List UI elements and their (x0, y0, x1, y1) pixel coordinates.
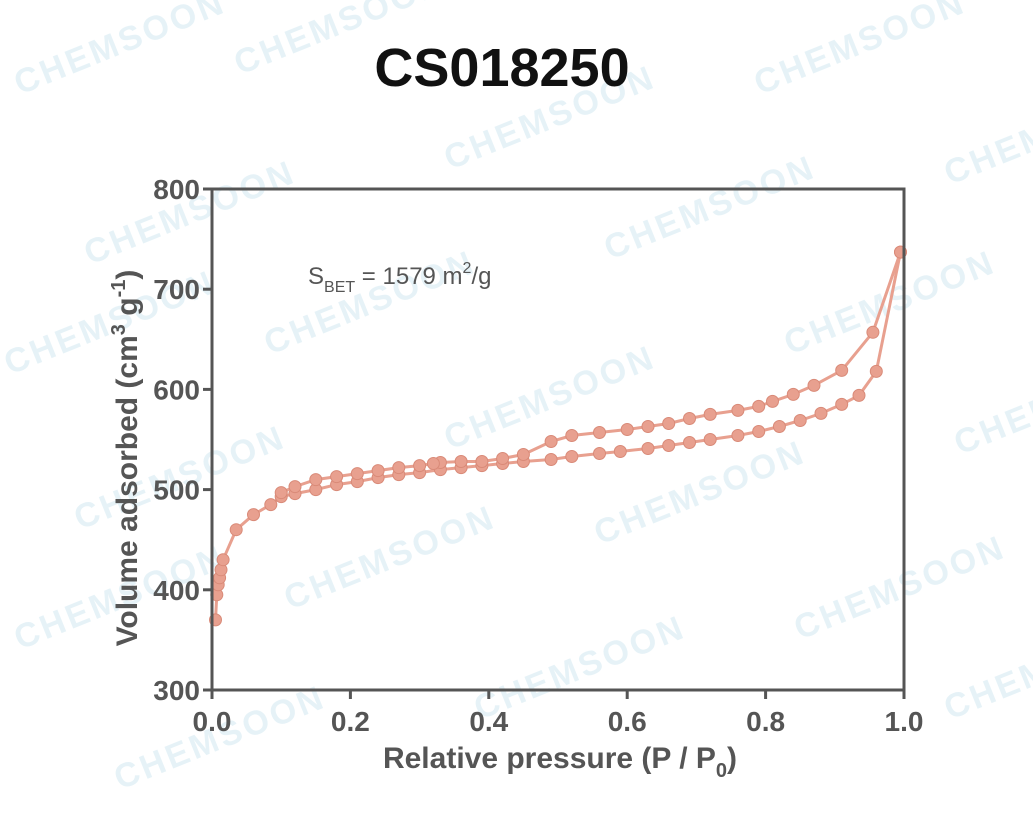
watermark-text: CHEMSOON (789, 528, 1011, 647)
x-tick-label: 0.2 (331, 706, 370, 737)
series-1-point (662, 439, 676, 452)
watermark-text: CHEMSOON (259, 243, 481, 362)
series-1-point (835, 397, 849, 411)
series-2-point (274, 486, 288, 500)
y-tick-label: 600 (153, 374, 200, 405)
series-2-point (662, 417, 676, 430)
watermark-text: CHEMSOON (79, 153, 301, 272)
x-axis-label-end: ) (727, 742, 737, 775)
series-1-point (593, 447, 606, 460)
x-axis-label-main: Relative pressure (P / P (383, 742, 716, 775)
series-2-point (330, 470, 344, 484)
series-2-point (350, 467, 364, 481)
series-2-point (496, 452, 510, 465)
series-2-point (593, 426, 606, 439)
x-tick-label: 0.4 (469, 706, 508, 737)
series-1-point (814, 406, 828, 420)
bet-body: = 1579 m (355, 263, 462, 290)
bet-superscript: 2 (463, 260, 472, 277)
y-axis-label-sup1: 3 (108, 324, 130, 335)
series-1-point (247, 508, 260, 522)
series-1-point (613, 445, 627, 458)
x-tick-label: 1.0 (885, 706, 924, 737)
series-2-point (835, 363, 849, 377)
series-2-point (731, 403, 745, 417)
y-tick-label: 300 (153, 675, 200, 706)
bet-annotation: SBET = 1579 m2/g (308, 260, 491, 296)
series-1-point (683, 436, 696, 449)
x-axis-label-sub: 0 (716, 760, 727, 782)
series-1-point (264, 498, 278, 512)
y-axis-label: Volume adsorbed (cm3 g-1) (108, 270, 144, 647)
series-1-point (641, 442, 655, 455)
bet-subscript: BET (324, 279, 355, 296)
series-layer (209, 245, 907, 627)
y-tick-label: 700 (153, 274, 200, 305)
series-2-point (454, 455, 468, 468)
series-2-point (620, 423, 634, 436)
x-tick-label: 0.8 (746, 706, 785, 737)
series-1-point (565, 450, 579, 463)
series-1-point (703, 433, 717, 446)
series-1-point (793, 414, 807, 427)
y-axis-label-c: ) (111, 270, 144, 280)
y-tick-label: 500 (153, 475, 200, 506)
series-1-point (731, 429, 745, 442)
series-2-point (371, 464, 385, 478)
series-2-point (683, 412, 696, 425)
y-axis-label-sup2: -1 (108, 280, 130, 298)
x-axis-label: Relative pressure (P / P0) (383, 742, 737, 782)
series-2-point (807, 378, 821, 392)
series-2-point (641, 420, 655, 433)
watermark-text: CHEMSOON (939, 73, 1033, 192)
plot-frame (210, 187, 906, 692)
series-2-point (516, 448, 530, 461)
bet-prefix: S (308, 263, 324, 290)
bet-suffix: /g (471, 263, 491, 290)
series-1-point (752, 425, 766, 438)
series-1-point (544, 453, 558, 466)
series-2-point (475, 455, 489, 468)
series-2-point (392, 461, 406, 475)
watermark-text: CHEMSOON (9, 0, 231, 102)
series-1-point (852, 388, 866, 402)
watermark-text: CHEMSOON (109, 678, 331, 797)
y-tick-label: 800 (153, 174, 200, 205)
series-2-point (565, 429, 579, 442)
series-2-point (309, 473, 323, 487)
y-tick-label: 400 (153, 575, 200, 606)
series-1-point (216, 553, 230, 567)
series-2-point (766, 394, 779, 408)
x-tick-label: 0.6 (608, 706, 647, 737)
series-2-point (752, 399, 766, 413)
y-axis-label-b: g (111, 297, 144, 324)
series-2-point (544, 435, 558, 448)
chart-title: CS018250 (374, 38, 629, 98)
watermark-text: CHEMSOON (749, 0, 971, 102)
watermark-text: CHEMSOON (949, 343, 1033, 462)
series-1-point (869, 364, 883, 378)
series-2-point (703, 407, 717, 421)
watermark-text: CHEMSOON (279, 498, 501, 617)
x-tick-label: 0.0 (193, 706, 232, 737)
y-axis-label-a: Volume adsorbed (cm (111, 335, 144, 646)
tick-layer: 0.0 0.2 0.4 0.6 0.8 1.0 300 400 500 600 700 800 (153, 174, 923, 737)
series-2-point (426, 457, 440, 470)
series-2-point (786, 387, 800, 401)
series-2-point (288, 480, 302, 494)
series-2-point (866, 325, 880, 339)
series-1-point (772, 420, 786, 433)
watermark-text: CHEMSOON (939, 608, 1033, 727)
watermark-text: CHEMSOON (599, 148, 821, 267)
series-1-point (229, 523, 243, 537)
series-2-point (413, 459, 427, 473)
